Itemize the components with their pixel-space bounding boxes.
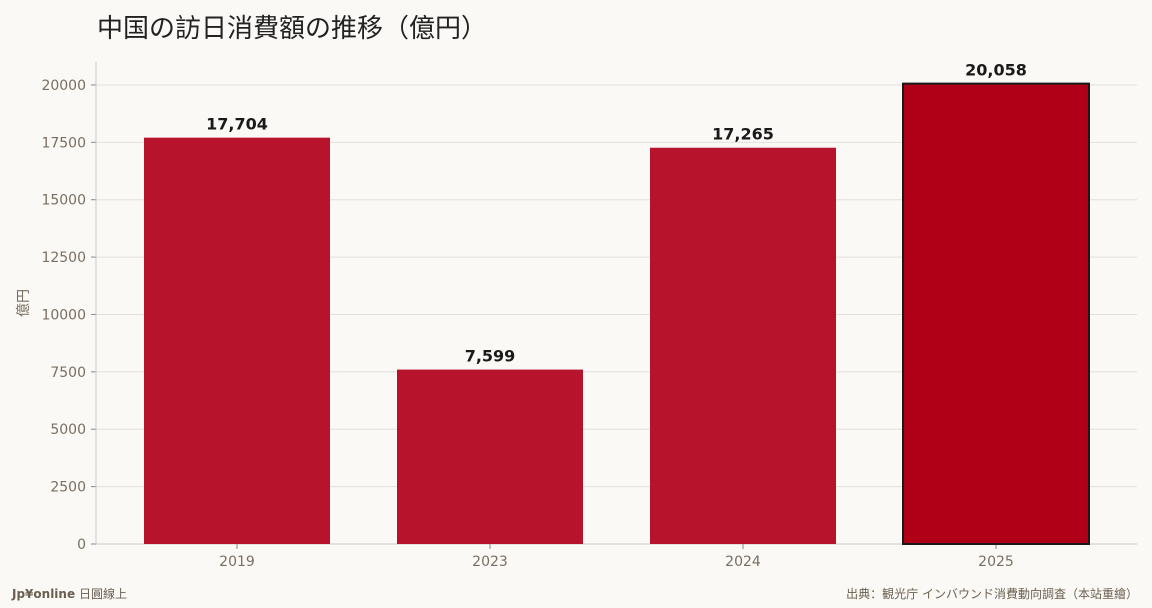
y-tick-label: 20000 [41, 78, 86, 94]
brand-name: Jp¥online [12, 587, 76, 601]
y-tick-label: 2500 [50, 480, 86, 496]
bars [144, 82, 1090, 545]
bar-2023 [397, 369, 583, 544]
axes: 0 2500 5000 7500 10000 12500 15000 17500 20000 20… [41, 62, 1137, 570]
y-axis-label: 億円 [16, 289, 32, 317]
chart-title: 中国の訪日消費額の推移（億円） [97, 14, 488, 44]
source-note: 出典：観光庁 インバウンド消費動向調査（本站重繪） [846, 587, 1138, 601]
x-tick-label: 2023 [472, 554, 508, 570]
data-label-2023: 7,599 [465, 347, 516, 366]
y-tick-label: 0 [77, 537, 86, 553]
y-tick-label: 17500 [41, 135, 86, 151]
y-tick-label: 7500 [50, 365, 86, 381]
data-label-2024: 17,265 [712, 125, 774, 144]
brand-suffix: 日圓線上 [78, 587, 127, 601]
y-tick-label: 12500 [41, 250, 86, 266]
bar-2024 [650, 147, 836, 544]
y-tick-label: 10000 [41, 307, 86, 323]
bar-2019 [144, 137, 330, 544]
bar-2025 [902, 82, 1090, 545]
y-tick-label: 5000 [50, 422, 86, 438]
data-labels: 17,704 7,599 17,265 20,058 [206, 61, 1027, 366]
x-tick-label: 2025 [978, 554, 1014, 570]
y-tick-label: 15000 [41, 193, 86, 209]
x-tick-label: 2019 [219, 554, 255, 570]
footer-brand: Jp¥online 日圓線上 [12, 585, 127, 602]
data-label-2019: 17,704 [206, 115, 268, 134]
data-label-2025: 20,058 [965, 61, 1027, 80]
x-tick-label: 2024 [725, 554, 761, 570]
